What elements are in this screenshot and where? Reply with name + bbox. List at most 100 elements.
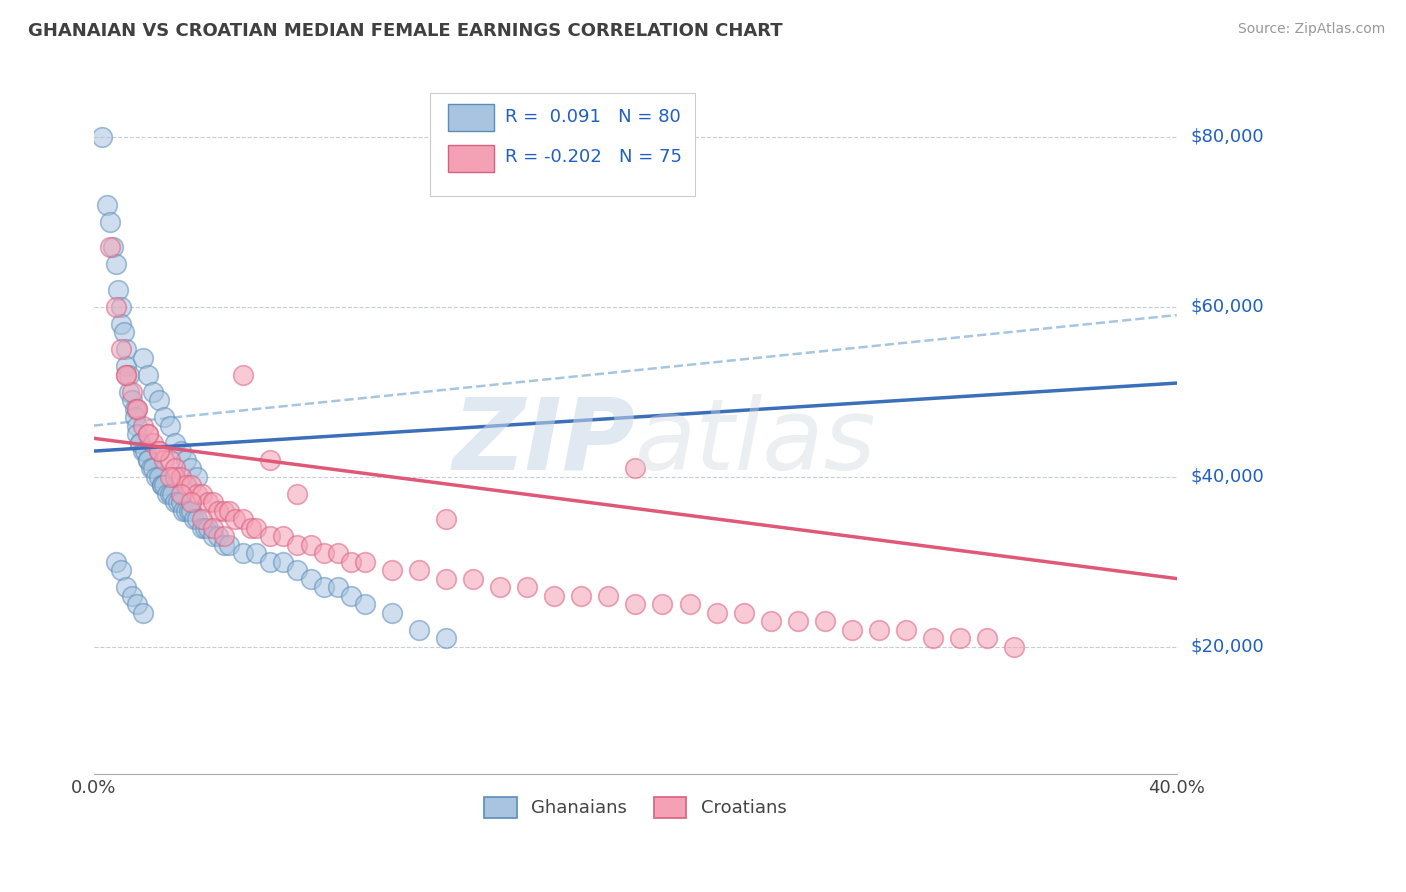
Point <box>733 606 755 620</box>
Point <box>678 597 700 611</box>
Text: atlas: atlas <box>636 394 877 491</box>
Point <box>598 589 620 603</box>
Point <box>165 469 187 483</box>
Legend: Ghanaians, Croatians: Ghanaians, Croatians <box>477 789 794 825</box>
Point <box>177 503 200 517</box>
Point <box>273 555 295 569</box>
Point <box>207 503 229 517</box>
Point <box>115 342 138 356</box>
Point <box>408 563 430 577</box>
Point <box>110 300 132 314</box>
Point <box>112 325 135 339</box>
Point <box>136 368 159 382</box>
Point <box>186 469 208 483</box>
Point <box>159 469 181 483</box>
FancyBboxPatch shape <box>430 94 695 195</box>
Point <box>976 631 998 645</box>
Text: GHANAIAN VS CROATIAN MEDIAN FEMALE EARNINGS CORRELATION CHART: GHANAIAN VS CROATIAN MEDIAN FEMALE EARNI… <box>28 22 783 40</box>
Text: R = -0.202   N = 75: R = -0.202 N = 75 <box>505 148 682 167</box>
Point <box>706 606 728 620</box>
Point <box>408 623 430 637</box>
Text: $60,000: $60,000 <box>1191 298 1264 316</box>
Point <box>129 435 152 450</box>
Point <box>207 529 229 543</box>
Point <box>212 503 235 517</box>
Point <box>232 512 254 526</box>
Point <box>153 478 176 492</box>
Point <box>239 520 262 534</box>
Point <box>159 486 181 500</box>
Point <box>129 435 152 450</box>
Point <box>381 563 404 577</box>
Point <box>285 563 308 577</box>
Point <box>118 368 141 382</box>
Point <box>142 435 165 450</box>
Point <box>197 495 219 509</box>
Point <box>121 384 143 399</box>
Point <box>245 546 267 560</box>
Point <box>104 300 127 314</box>
Point <box>180 495 202 509</box>
Point <box>131 418 153 433</box>
Point <box>651 597 673 611</box>
Point <box>180 478 202 492</box>
Text: $40,000: $40,000 <box>1191 467 1264 485</box>
Point <box>624 597 647 611</box>
Point <box>110 317 132 331</box>
Point <box>299 538 322 552</box>
Point <box>232 368 254 382</box>
Point <box>91 129 114 144</box>
Point <box>142 461 165 475</box>
Point <box>127 418 149 433</box>
Point <box>150 478 173 492</box>
Point <box>115 580 138 594</box>
Point <box>569 589 592 603</box>
Point <box>169 444 191 458</box>
Point <box>104 555 127 569</box>
Point <box>543 589 565 603</box>
Point <box>202 520 225 534</box>
Point <box>868 623 890 637</box>
Point <box>159 452 181 467</box>
Text: Source: ZipAtlas.com: Source: ZipAtlas.com <box>1237 22 1385 37</box>
Point <box>489 580 512 594</box>
Point <box>312 580 335 594</box>
Point <box>434 512 457 526</box>
Point <box>148 444 170 458</box>
Point <box>148 393 170 408</box>
Point <box>340 589 363 603</box>
Point <box>180 461 202 475</box>
Point <box>218 503 240 517</box>
Point <box>134 444 156 458</box>
Point <box>110 563 132 577</box>
Point <box>153 452 176 467</box>
Point <box>131 351 153 365</box>
Point <box>191 520 214 534</box>
Text: ZIP: ZIP <box>453 394 636 491</box>
Point <box>172 503 194 517</box>
Point <box>259 529 281 543</box>
Point <box>169 495 191 509</box>
Point <box>169 469 191 483</box>
Point <box>115 359 138 373</box>
Point <box>218 538 240 552</box>
Point <box>326 546 349 560</box>
Point <box>202 495 225 509</box>
Point <box>148 444 170 458</box>
Point <box>136 452 159 467</box>
Point <box>232 546 254 560</box>
Point <box>165 495 187 509</box>
Point <box>949 631 972 645</box>
Point <box>516 580 538 594</box>
Point <box>127 401 149 416</box>
Point <box>131 444 153 458</box>
Point <box>259 555 281 569</box>
Point <box>115 368 138 382</box>
Point <box>127 401 149 416</box>
Text: $20,000: $20,000 <box>1191 638 1264 656</box>
Point <box>131 606 153 620</box>
Point <box>98 240 121 254</box>
Point <box>169 486 191 500</box>
Point <box>165 435 187 450</box>
Point <box>186 486 208 500</box>
